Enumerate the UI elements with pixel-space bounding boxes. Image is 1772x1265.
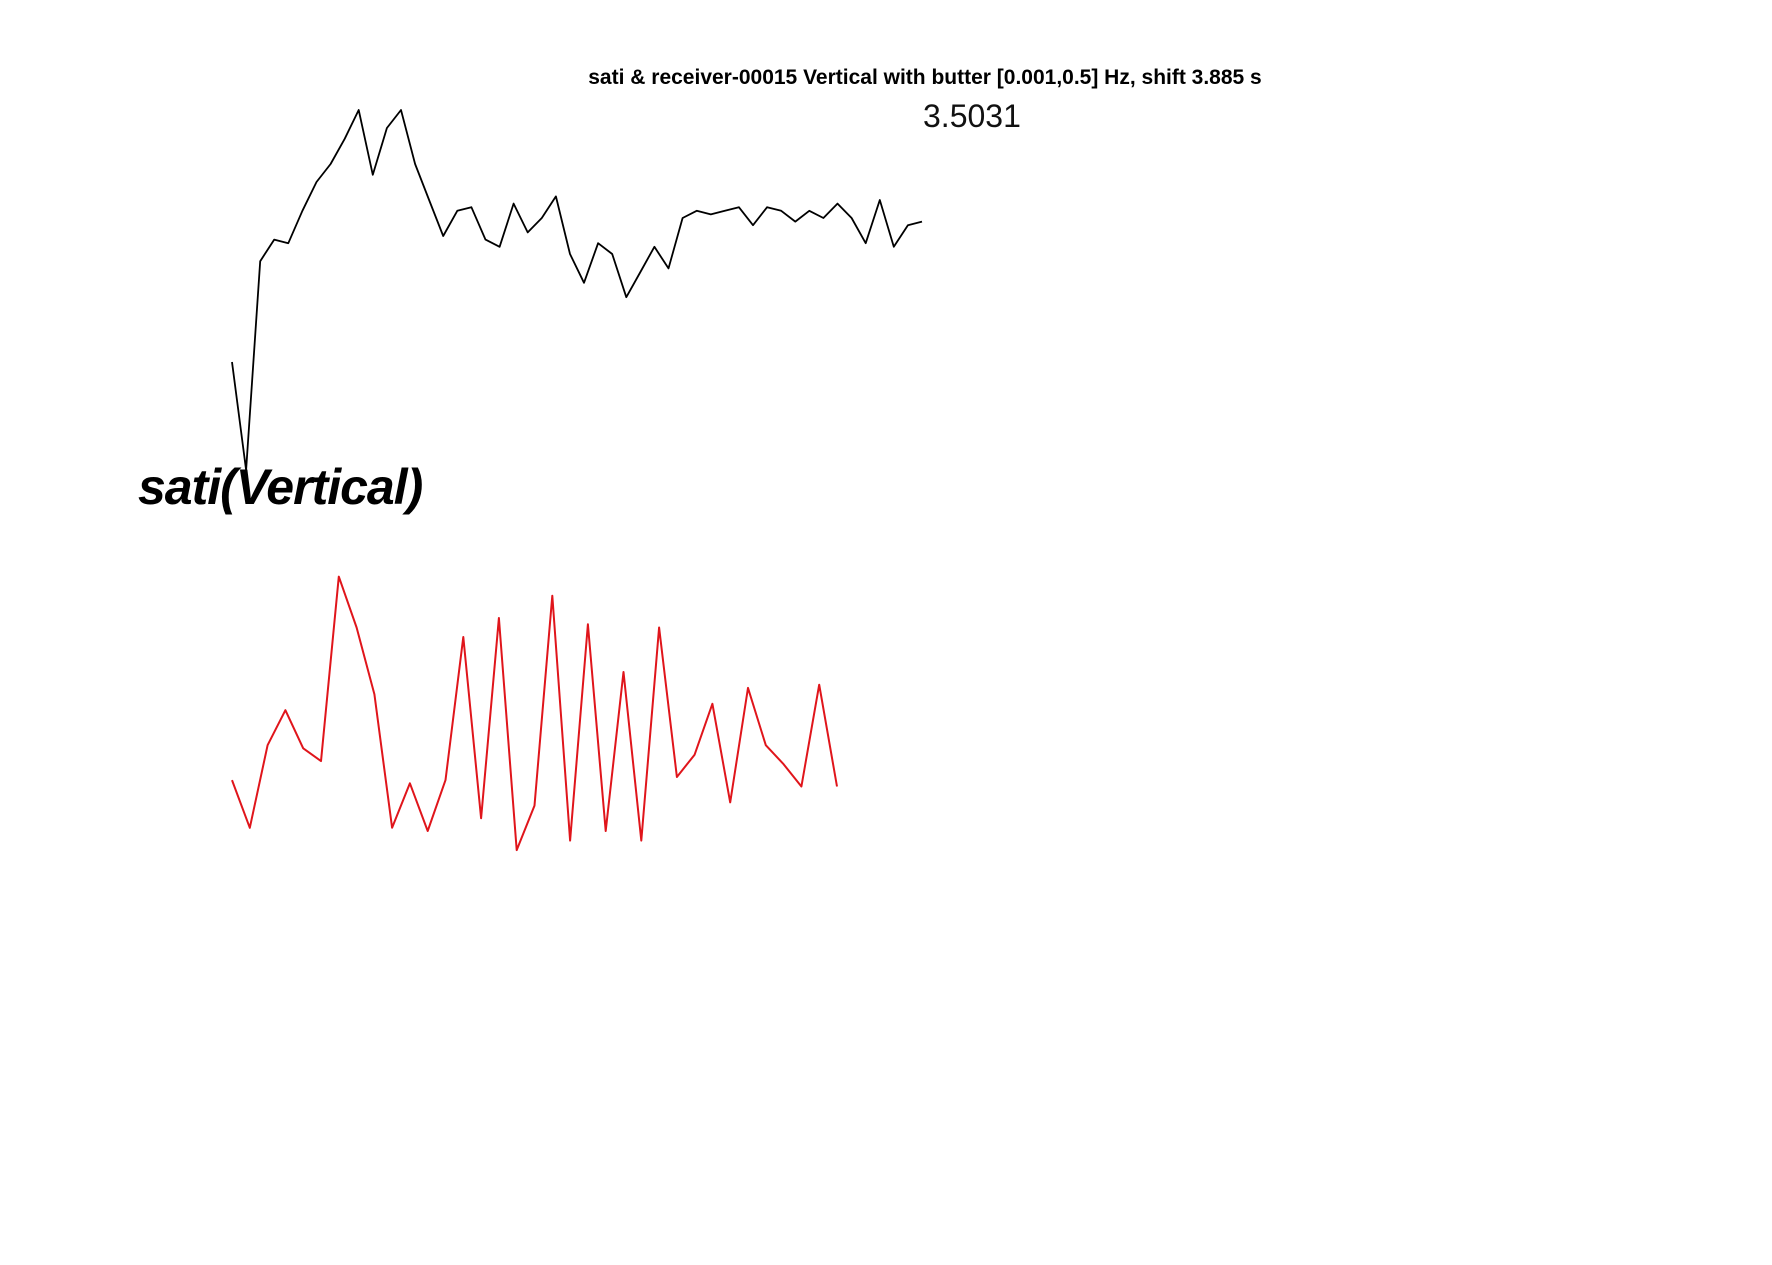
red-waveform-line — [231, 575, 838, 852]
black-waveform-line — [231, 109, 923, 471]
chart-title: sati & receiver-00015 Vertical with butt… — [588, 66, 1262, 89]
station-label: sati(Vertical) — [138, 459, 423, 515]
correlation-value: 3.5031 — [923, 98, 1021, 134]
